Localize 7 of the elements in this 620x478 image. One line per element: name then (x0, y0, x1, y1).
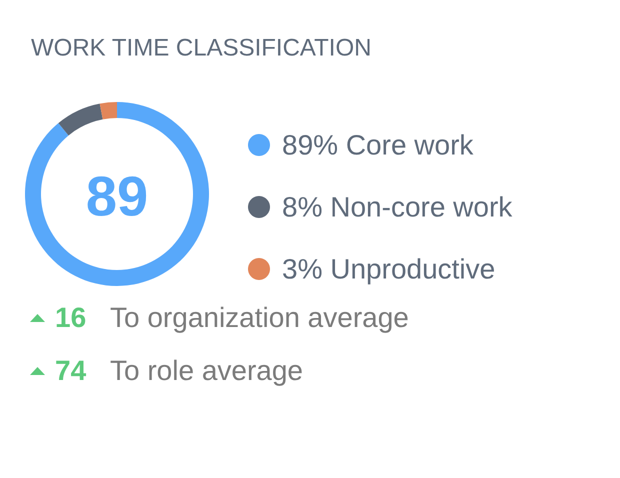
legend-label: 8% Non-core work (282, 192, 514, 222)
chart-title: WORK TIME CLASSIFICATION (31, 34, 372, 62)
text: 74 To role average (55, 355, 304, 387)
text: 89 (86, 164, 148, 228)
legend-label: 3% Unproductive (282, 254, 496, 284)
text: 16 To organization average (55, 302, 409, 334)
legend-label: 89% Core work (282, 130, 474, 160)
